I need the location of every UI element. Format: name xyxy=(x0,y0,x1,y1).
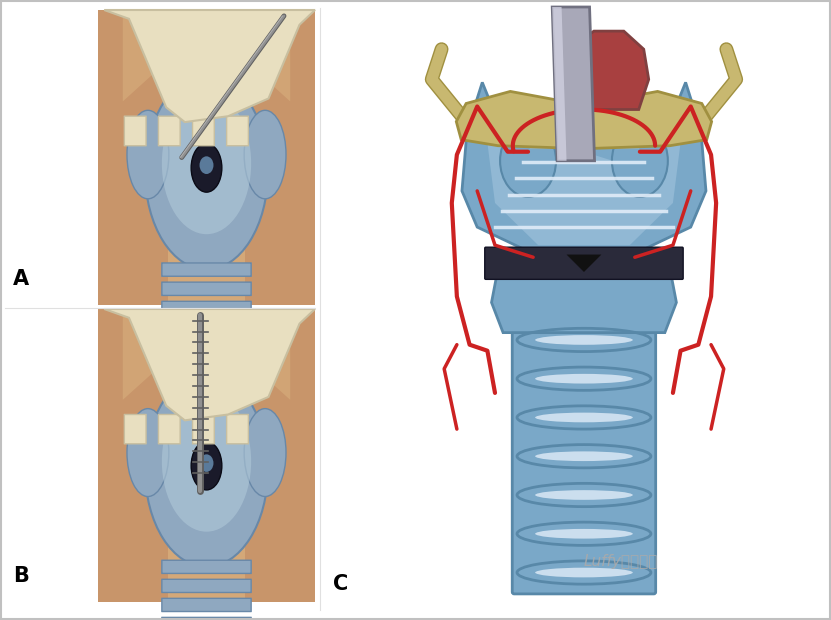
FancyBboxPatch shape xyxy=(162,618,251,620)
Polygon shape xyxy=(559,31,649,110)
Polygon shape xyxy=(567,255,602,272)
FancyBboxPatch shape xyxy=(162,282,251,295)
Ellipse shape xyxy=(535,529,632,539)
Ellipse shape xyxy=(199,156,214,174)
FancyBboxPatch shape xyxy=(125,414,146,444)
FancyBboxPatch shape xyxy=(325,7,823,610)
Ellipse shape xyxy=(612,125,668,197)
Ellipse shape xyxy=(535,374,632,384)
Ellipse shape xyxy=(535,568,632,577)
Text: A: A xyxy=(13,269,29,289)
Ellipse shape xyxy=(145,75,268,270)
FancyBboxPatch shape xyxy=(162,598,251,611)
Ellipse shape xyxy=(535,490,632,500)
FancyBboxPatch shape xyxy=(159,116,180,146)
Ellipse shape xyxy=(162,92,251,234)
Ellipse shape xyxy=(127,409,169,497)
FancyBboxPatch shape xyxy=(168,309,245,602)
FancyBboxPatch shape xyxy=(193,116,214,146)
Polygon shape xyxy=(553,7,594,161)
Ellipse shape xyxy=(535,451,632,461)
FancyBboxPatch shape xyxy=(162,560,251,574)
Polygon shape xyxy=(456,91,711,149)
Ellipse shape xyxy=(244,110,286,199)
Ellipse shape xyxy=(535,335,632,345)
FancyBboxPatch shape xyxy=(168,10,245,305)
Polygon shape xyxy=(491,267,676,332)
FancyBboxPatch shape xyxy=(159,414,180,444)
Ellipse shape xyxy=(191,441,222,490)
FancyBboxPatch shape xyxy=(162,301,251,314)
FancyBboxPatch shape xyxy=(484,247,683,280)
Text: Luffy麻醆频道: Luffy麻醆频道 xyxy=(584,554,658,569)
Ellipse shape xyxy=(244,409,286,497)
Polygon shape xyxy=(104,309,315,420)
Polygon shape xyxy=(553,7,567,161)
Text: C: C xyxy=(333,574,348,594)
Polygon shape xyxy=(123,10,290,102)
FancyBboxPatch shape xyxy=(162,263,251,277)
FancyBboxPatch shape xyxy=(227,414,248,444)
Ellipse shape xyxy=(191,143,222,192)
FancyBboxPatch shape xyxy=(98,10,315,305)
FancyBboxPatch shape xyxy=(5,10,315,305)
Polygon shape xyxy=(462,82,706,251)
FancyBboxPatch shape xyxy=(125,116,146,146)
Text: B: B xyxy=(13,566,29,586)
Ellipse shape xyxy=(199,454,214,472)
Ellipse shape xyxy=(162,391,251,532)
Ellipse shape xyxy=(500,125,556,197)
FancyBboxPatch shape xyxy=(227,116,248,146)
FancyBboxPatch shape xyxy=(5,309,315,602)
FancyBboxPatch shape xyxy=(162,321,251,334)
Polygon shape xyxy=(487,100,681,245)
Polygon shape xyxy=(104,10,315,122)
FancyBboxPatch shape xyxy=(193,414,214,444)
FancyBboxPatch shape xyxy=(98,309,315,602)
FancyBboxPatch shape xyxy=(512,319,656,594)
Ellipse shape xyxy=(127,110,169,199)
FancyBboxPatch shape xyxy=(162,579,251,593)
Polygon shape xyxy=(123,309,290,400)
Ellipse shape xyxy=(145,373,268,567)
Ellipse shape xyxy=(535,413,632,422)
